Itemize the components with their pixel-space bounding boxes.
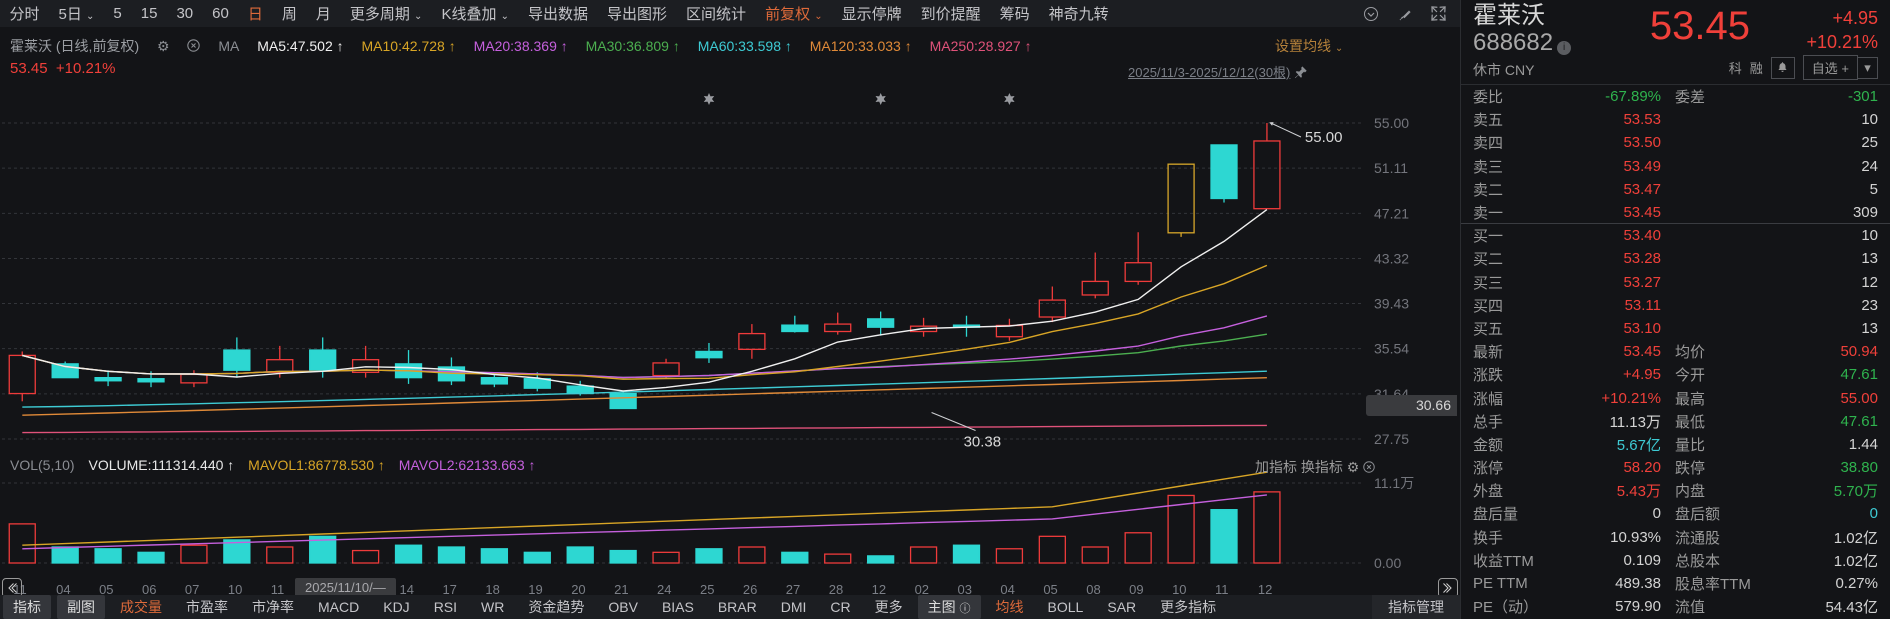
svg-text:11.1万: 11.1万 <box>1374 475 1414 491</box>
svg-text:35.54: 35.54 <box>1374 341 1409 357</box>
svg-text:27.75: 27.75 <box>1374 431 1409 447</box>
svg-text:55.00: 55.00 <box>1305 129 1343 146</box>
svg-text:47.21: 47.21 <box>1374 205 1409 221</box>
svg-text:39.43: 39.43 <box>1374 296 1409 312</box>
svg-text:51.11: 51.11 <box>1374 160 1408 176</box>
svg-text:43.32: 43.32 <box>1374 250 1409 266</box>
svg-text:55.00: 55.00 <box>1374 115 1409 131</box>
svg-text:0.00: 0.00 <box>1374 555 1401 571</box>
svg-text:30.38: 30.38 <box>964 434 1002 451</box>
